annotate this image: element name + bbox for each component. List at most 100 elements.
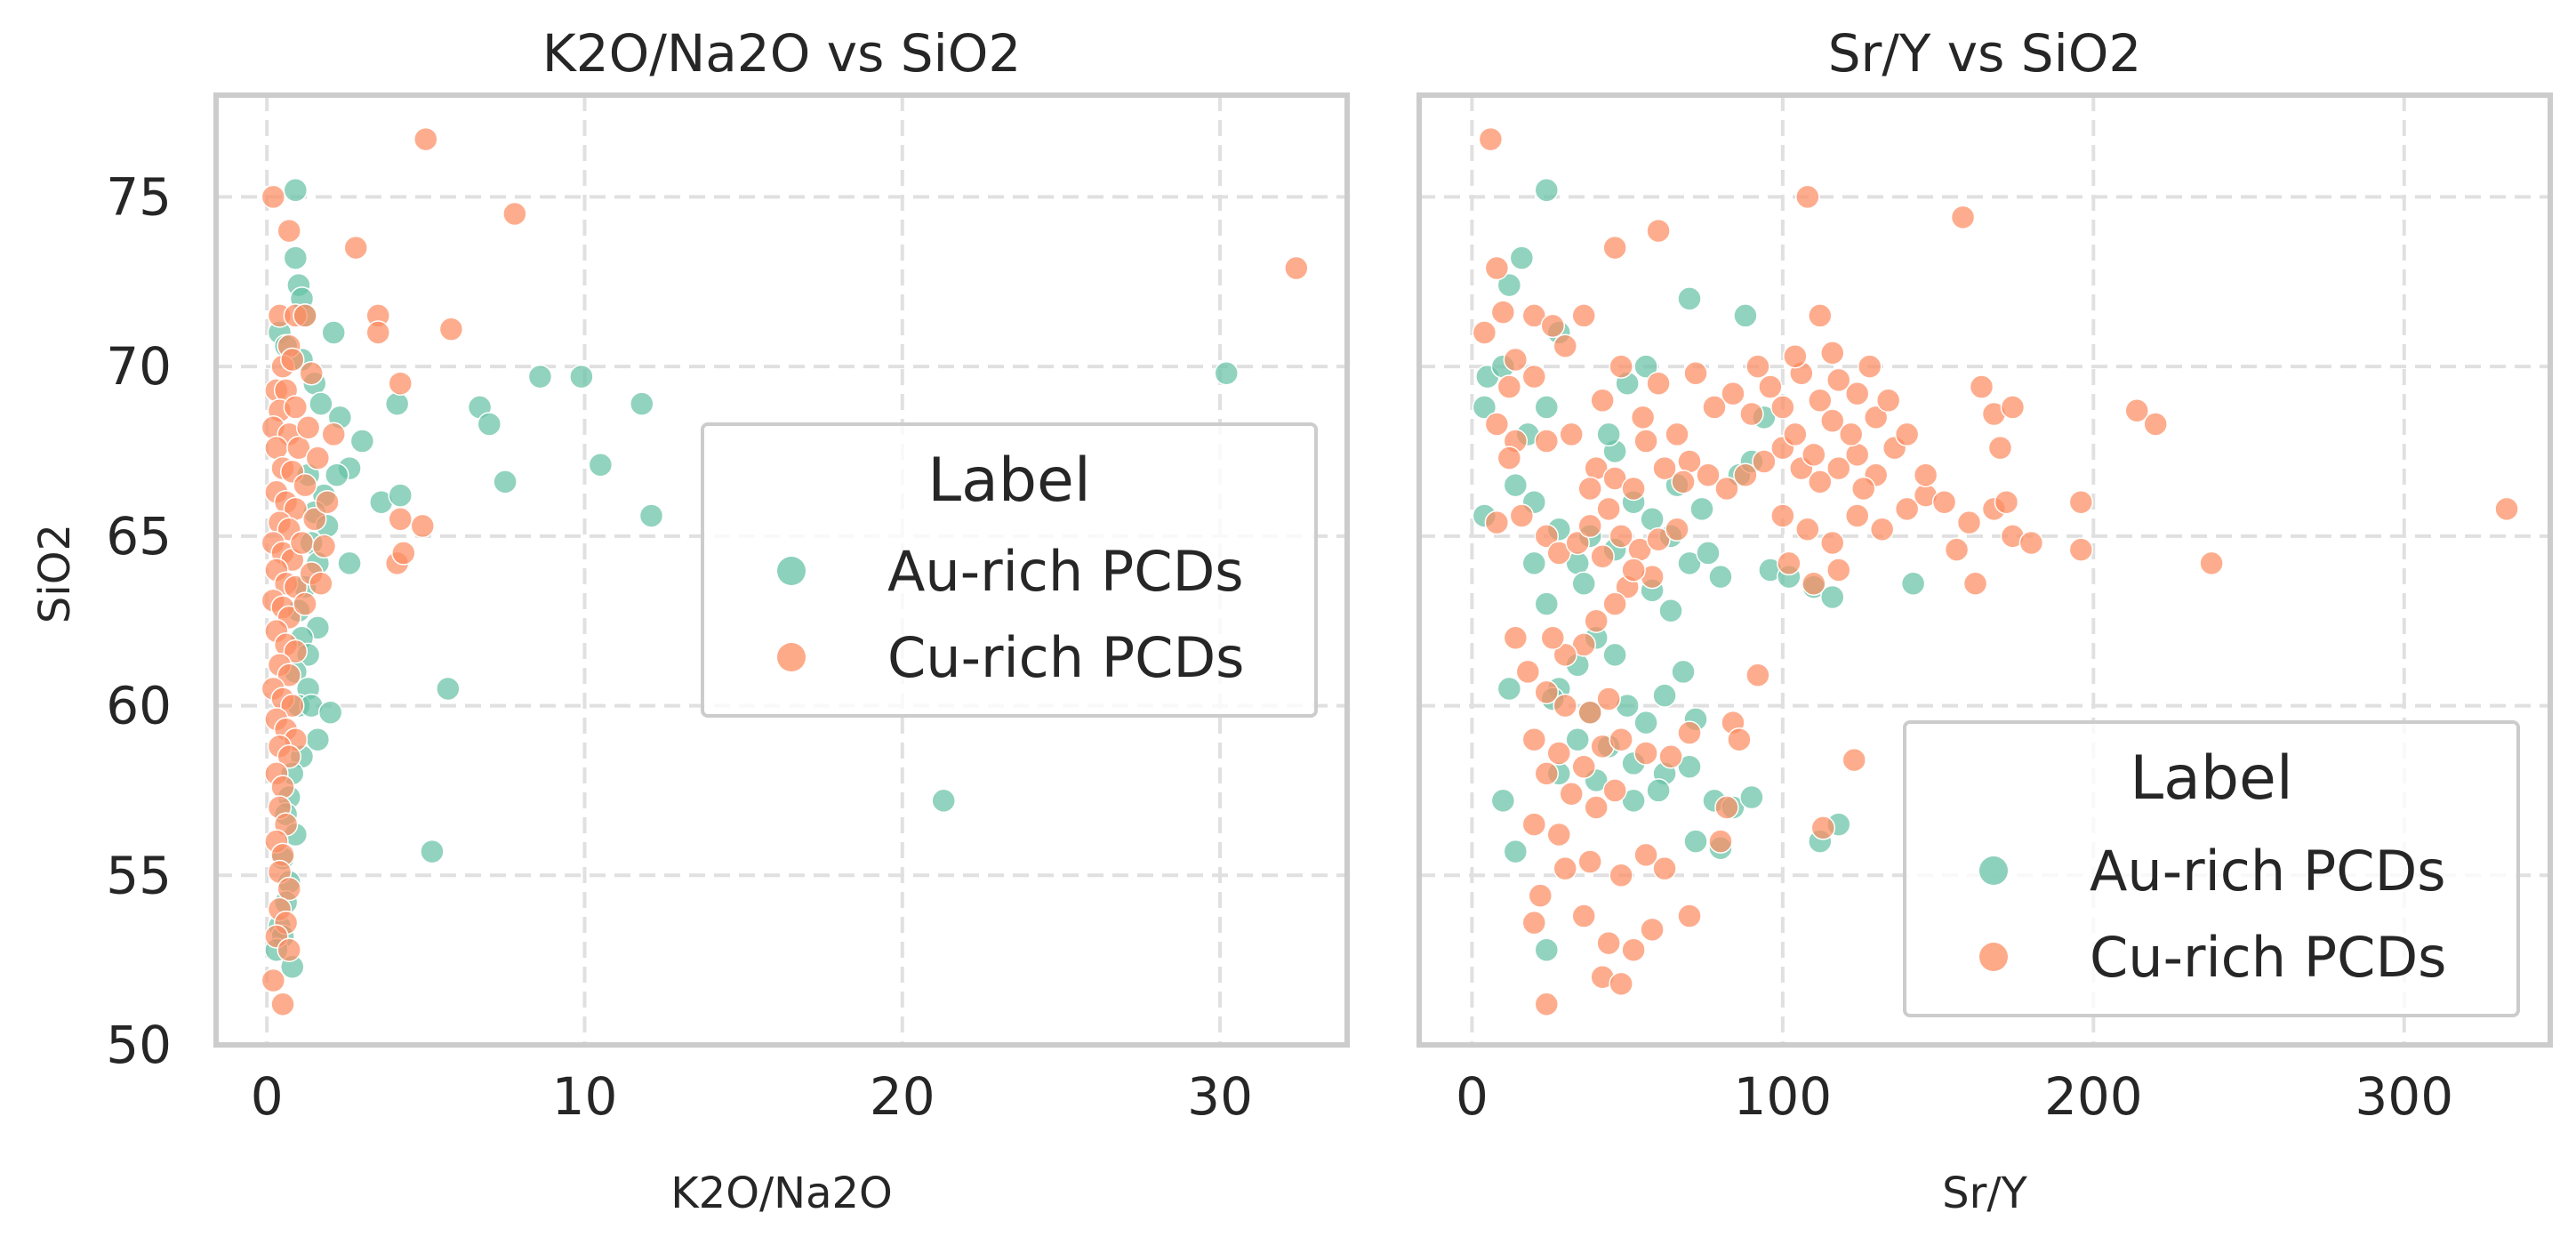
cu-rich-point: [1621, 558, 1646, 582]
cu-rich-point: [2199, 550, 2224, 576]
cu-rich-point: [1820, 530, 1845, 556]
cu-rich-point: [261, 184, 286, 210]
cu-rich-point: [1745, 354, 1770, 379]
cu-rich-point: [1810, 815, 1836, 840]
au-rich-point: [1820, 584, 1845, 610]
cu-rich-point: [1602, 778, 1627, 803]
cu-rich-point: [1559, 781, 1584, 807]
cu-rich-point: [1534, 679, 1560, 705]
au-rich-point: [1683, 829, 1708, 854]
cu-rich-point: [410, 513, 435, 539]
cu-rich-point: [1571, 904, 1596, 928]
cu-rich-point: [289, 530, 315, 556]
cu-rich-point: [1484, 510, 1510, 535]
cu-rich-point: [1609, 863, 1633, 888]
cu-rich-point: [1590, 543, 1615, 569]
y-tick-label: 50: [106, 1015, 172, 1075]
au-rich-point: [325, 462, 349, 487]
y-axis-label: SiO2: [30, 524, 80, 623]
cu-rich-point: [1596, 496, 1621, 522]
cu-rich-point: [1987, 435, 2013, 461]
cu-rich-point: [1553, 693, 1577, 719]
cu-rich-point: [1546, 822, 1572, 847]
cu-rich-point: [1528, 883, 1553, 908]
au-rich-point: [1652, 683, 1677, 708]
cu-rich-point: [283, 639, 309, 664]
cu-rich-point: [1956, 510, 1982, 535]
cu-rich-point: [2018, 530, 2044, 556]
cu-rich-point: [1503, 347, 1529, 373]
cu-rich-point: [1808, 303, 1833, 328]
legend-title: Label: [927, 446, 1091, 516]
legend-marker-cu: [1979, 943, 2008, 971]
cu-rich-point: [305, 446, 331, 470]
au-rich-point: [388, 483, 413, 508]
au-rich-point: [1900, 571, 1926, 597]
chart-title: K2O/Na2O vs SiO2: [542, 23, 1022, 84]
au-rich-point: [1534, 937, 1560, 962]
cu-rich-point: [1646, 218, 1671, 244]
au-rich-point: [1733, 303, 1758, 328]
cu-rich-point: [1820, 408, 1845, 433]
au-rich-point: [630, 391, 654, 416]
cu-rich-point: [1540, 313, 1566, 339]
cu-rich-point: [1665, 422, 1689, 447]
cu-rich-point: [277, 937, 301, 962]
cu-rich-point: [1702, 395, 1727, 420]
x-tick-label: 100: [1733, 1066, 1832, 1127]
cu-rich-point: [1826, 558, 1851, 582]
x-axis-label: K2O/Na2O: [670, 1169, 893, 1218]
cu-rich-point: [1503, 625, 1529, 651]
cu-rich-point: [1658, 744, 1683, 769]
panel-k2o-na2o: 0 10 20 30 50 55 60 65 70 75 K2O/Na2O vs SiO2 K2…: [30, 23, 1350, 1218]
x-tick-label: 0: [251, 1066, 284, 1127]
cu-rich-point: [1633, 741, 1658, 766]
au-rich-point: [1497, 676, 1522, 702]
cu-rich-point: [1621, 476, 1646, 502]
plot-frame: [213, 92, 1350, 1048]
x-tick-label: 30: [1187, 1066, 1253, 1127]
cu-rich-point: [1842, 747, 1866, 773]
cu-rich-point: [293, 472, 317, 498]
au-rich-point: [1490, 788, 1516, 814]
au-rich-point: [337, 550, 362, 576]
au-rich-point: [638, 503, 664, 528]
au-rich-point: [1677, 754, 1702, 779]
cu-rich-point: [1609, 727, 1633, 752]
cu-rich-point: [1770, 395, 1795, 420]
cu-rich-point: [1944, 537, 1970, 562]
cu-rich-point: [1490, 300, 1516, 325]
cu-rich-point: [1534, 992, 1560, 1016]
cu-rich-point: [261, 968, 286, 993]
cu-rich-point: [1931, 489, 1957, 515]
cu-rich-point: [277, 744, 301, 769]
au-rich-point: [1640, 507, 1665, 532]
cu-rich-point: [1553, 855, 1577, 881]
cu-rich-point: [1652, 855, 1677, 881]
cu-rich-point: [1602, 235, 1627, 261]
cu-rich-point: [1844, 381, 1870, 406]
au-rich-point: [1689, 496, 1714, 522]
cu-rich-point: [1875, 388, 1901, 414]
cu-rich-point: [1745, 663, 1770, 687]
cu-rich-point: [1950, 205, 1976, 230]
cu-rich-point: [1962, 571, 1988, 597]
cu-rich-point: [391, 541, 416, 566]
cu-rich-point: [1708, 829, 1733, 854]
cu-rich-point: [1808, 470, 1833, 494]
cu-rich-point: [1994, 489, 2019, 515]
au-rich-point: [1503, 472, 1529, 498]
cu-rich-point: [2143, 412, 2168, 437]
cu-rich-point: [1783, 422, 1808, 447]
cu-rich-point: [1863, 405, 1889, 430]
cu-rich-point: [1521, 812, 1547, 837]
cu-rich-point: [1683, 361, 1708, 386]
au-rich-point: [1633, 354, 1658, 379]
panel-sr-y: 0 100 200 300 Sr/Y vs SiO2 Sr/Y: [1416, 23, 2553, 1218]
cu-rich-point: [277, 663, 301, 687]
cu-rich-point: [1577, 513, 1602, 539]
x-tick-labels: 0 100 200 300: [1456, 1066, 2453, 1127]
cu-rich-point: [280, 693, 305, 719]
cu-rich-point: [343, 235, 368, 261]
cu-rich-point: [1521, 910, 1547, 936]
